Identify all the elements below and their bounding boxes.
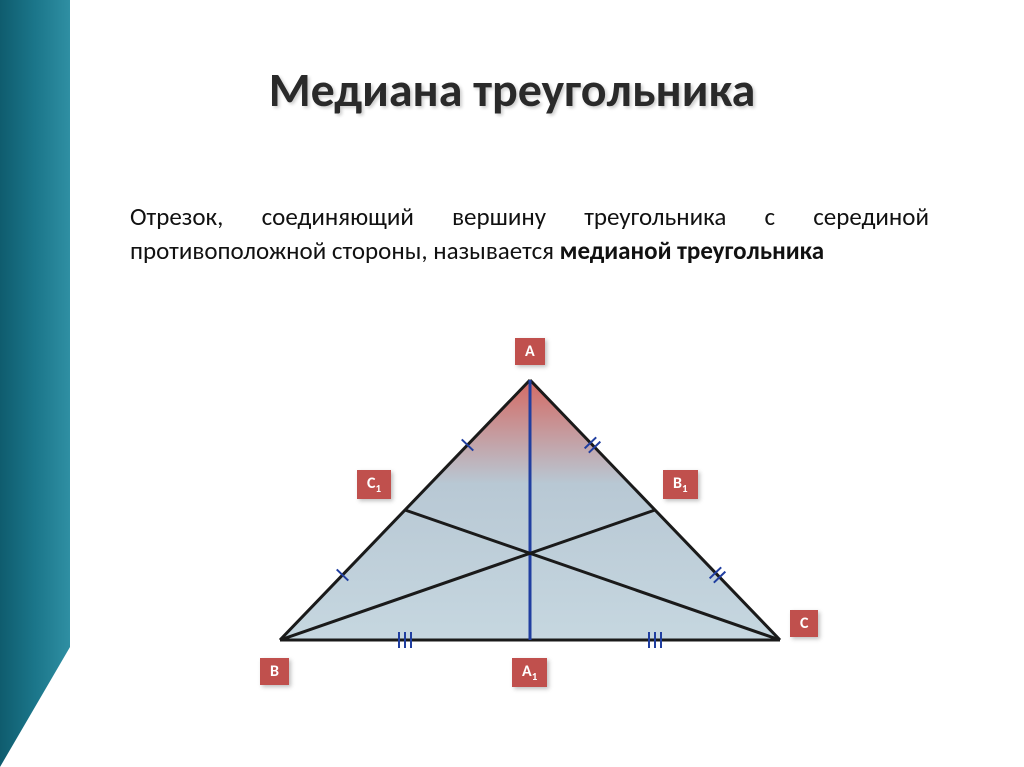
midpoint-label-a1: A1 [512,658,547,687]
sidebar-cutout [0,647,70,767]
triangle-svg [230,360,830,700]
midpoint-b1-sub: 1 [682,482,688,495]
vertex-label-c: C [790,610,818,637]
vertex-b-text: B [270,662,279,681]
vertex-a-text: A [525,342,535,361]
midpoint-b1-text: B [673,474,682,493]
page-title: Медиана треугольника [0,60,1024,119]
definition-text: Отрезок, соединяющий вершину треугольник… [130,200,929,268]
midpoint-label-c1: C1 [357,470,391,499]
midpoint-label-b1: B1 [663,470,698,499]
vertex-c-text: C [800,614,808,633]
vertex-label-a: A [515,338,545,365]
vertex-label-b: B [260,658,289,685]
triangle-diagram: A B C A1 B1 C1 [230,360,830,700]
midpoint-a1-text: A [522,662,532,681]
midpoint-a1-sub: 1 [532,670,538,683]
midpoint-c1-sub: 1 [375,482,381,495]
definition-term: медианой треугольника [560,235,824,266]
